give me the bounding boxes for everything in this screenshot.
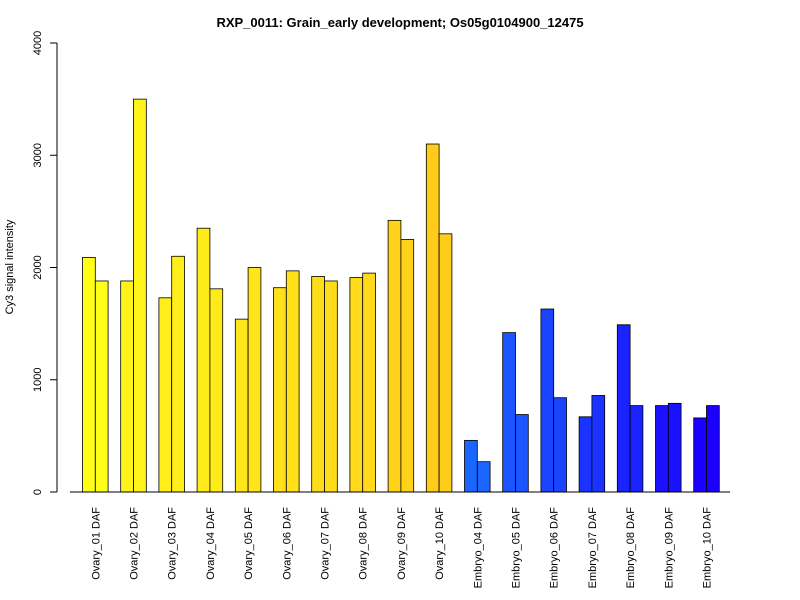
- bar: [273, 287, 287, 493]
- x-tick-label: Embryo_07 DAF: [587, 507, 599, 589]
- bar: [400, 239, 415, 493]
- x-tick-label: Embryo_08 DAF: [625, 507, 637, 589]
- bar: [553, 397, 567, 493]
- x-tick-label: Ovary_09 DAF: [396, 507, 408, 580]
- x-tick-label: Embryo_05 DAF: [511, 507, 523, 589]
- bar: [133, 98, 147, 493]
- y-axis-label: Cy3 signal intensity: [4, 219, 16, 314]
- x-tick-label: Ovary_03 DAF: [167, 507, 179, 580]
- x-tick-label: Ovary_08 DAF: [358, 507, 370, 580]
- y-tick-label: 0: [32, 489, 44, 495]
- x-tick-label: Ovary_10 DAF: [434, 507, 446, 580]
- bar: [502, 332, 516, 493]
- bar: [324, 280, 338, 493]
- x-tick-label: Ovary_05 DAF: [243, 507, 255, 580]
- y-axis: 0 1000 2000 3000 4000: [32, 31, 58, 495]
- bar: [82, 256, 96, 493]
- x-tick-labels: Ovary_01 DAF Ovary_02 DAF Ovary_03 DAF Ovar…: [90, 507, 713, 589]
- bars-group: [82, 98, 720, 493]
- bar: [476, 461, 491, 493]
- y-tick-label: 3000: [32, 143, 44, 167]
- bar: [158, 297, 173, 493]
- bar: [706, 405, 720, 493]
- bar: [120, 280, 134, 493]
- x-tick-label: Embryo_10 DAF: [702, 507, 714, 589]
- bar: [387, 219, 402, 493]
- y-tick-label: 4000: [32, 31, 44, 55]
- y-tick-label: 2000: [32, 255, 44, 279]
- bar: [209, 288, 224, 493]
- bar: [234, 318, 249, 493]
- bar: [196, 227, 211, 493]
- bar: [540, 308, 555, 493]
- bar: [438, 233, 453, 493]
- x-tick-label: Ovary_06 DAF: [281, 507, 293, 580]
- bar: [425, 143, 440, 493]
- bar: [591, 395, 606, 493]
- bar: [515, 414, 529, 493]
- x-tick-label: Ovary_07 DAF: [320, 507, 332, 580]
- bar: [285, 270, 300, 493]
- bar: [693, 417, 707, 493]
- x-tick-label: Embryo_06 DAF: [549, 507, 561, 589]
- bar: [349, 277, 364, 493]
- x-tick-label: Embryo_04 DAF: [472, 507, 484, 589]
- x-tick-label: Embryo_09 DAF: [663, 507, 675, 589]
- x-tick-label: Ovary_01 DAF: [90, 507, 102, 580]
- bar: [667, 402, 682, 493]
- chart-title: RXP_0011: Grain_early development; Os05g…: [216, 15, 583, 30]
- bar: [247, 267, 262, 493]
- bar: [629, 405, 644, 493]
- bar: [464, 439, 478, 493]
- bar: [362, 272, 376, 493]
- bar: [616, 324, 631, 493]
- bar: [578, 416, 593, 493]
- bar: [171, 255, 185, 493]
- y-tick-label: 1000: [32, 368, 44, 392]
- x-tick-label: Ovary_02 DAF: [129, 507, 141, 580]
- bar: [655, 405, 669, 493]
- bar: [311, 276, 325, 493]
- bar: [94, 280, 109, 493]
- x-tick-label: Ovary_04 DAF: [205, 507, 217, 580]
